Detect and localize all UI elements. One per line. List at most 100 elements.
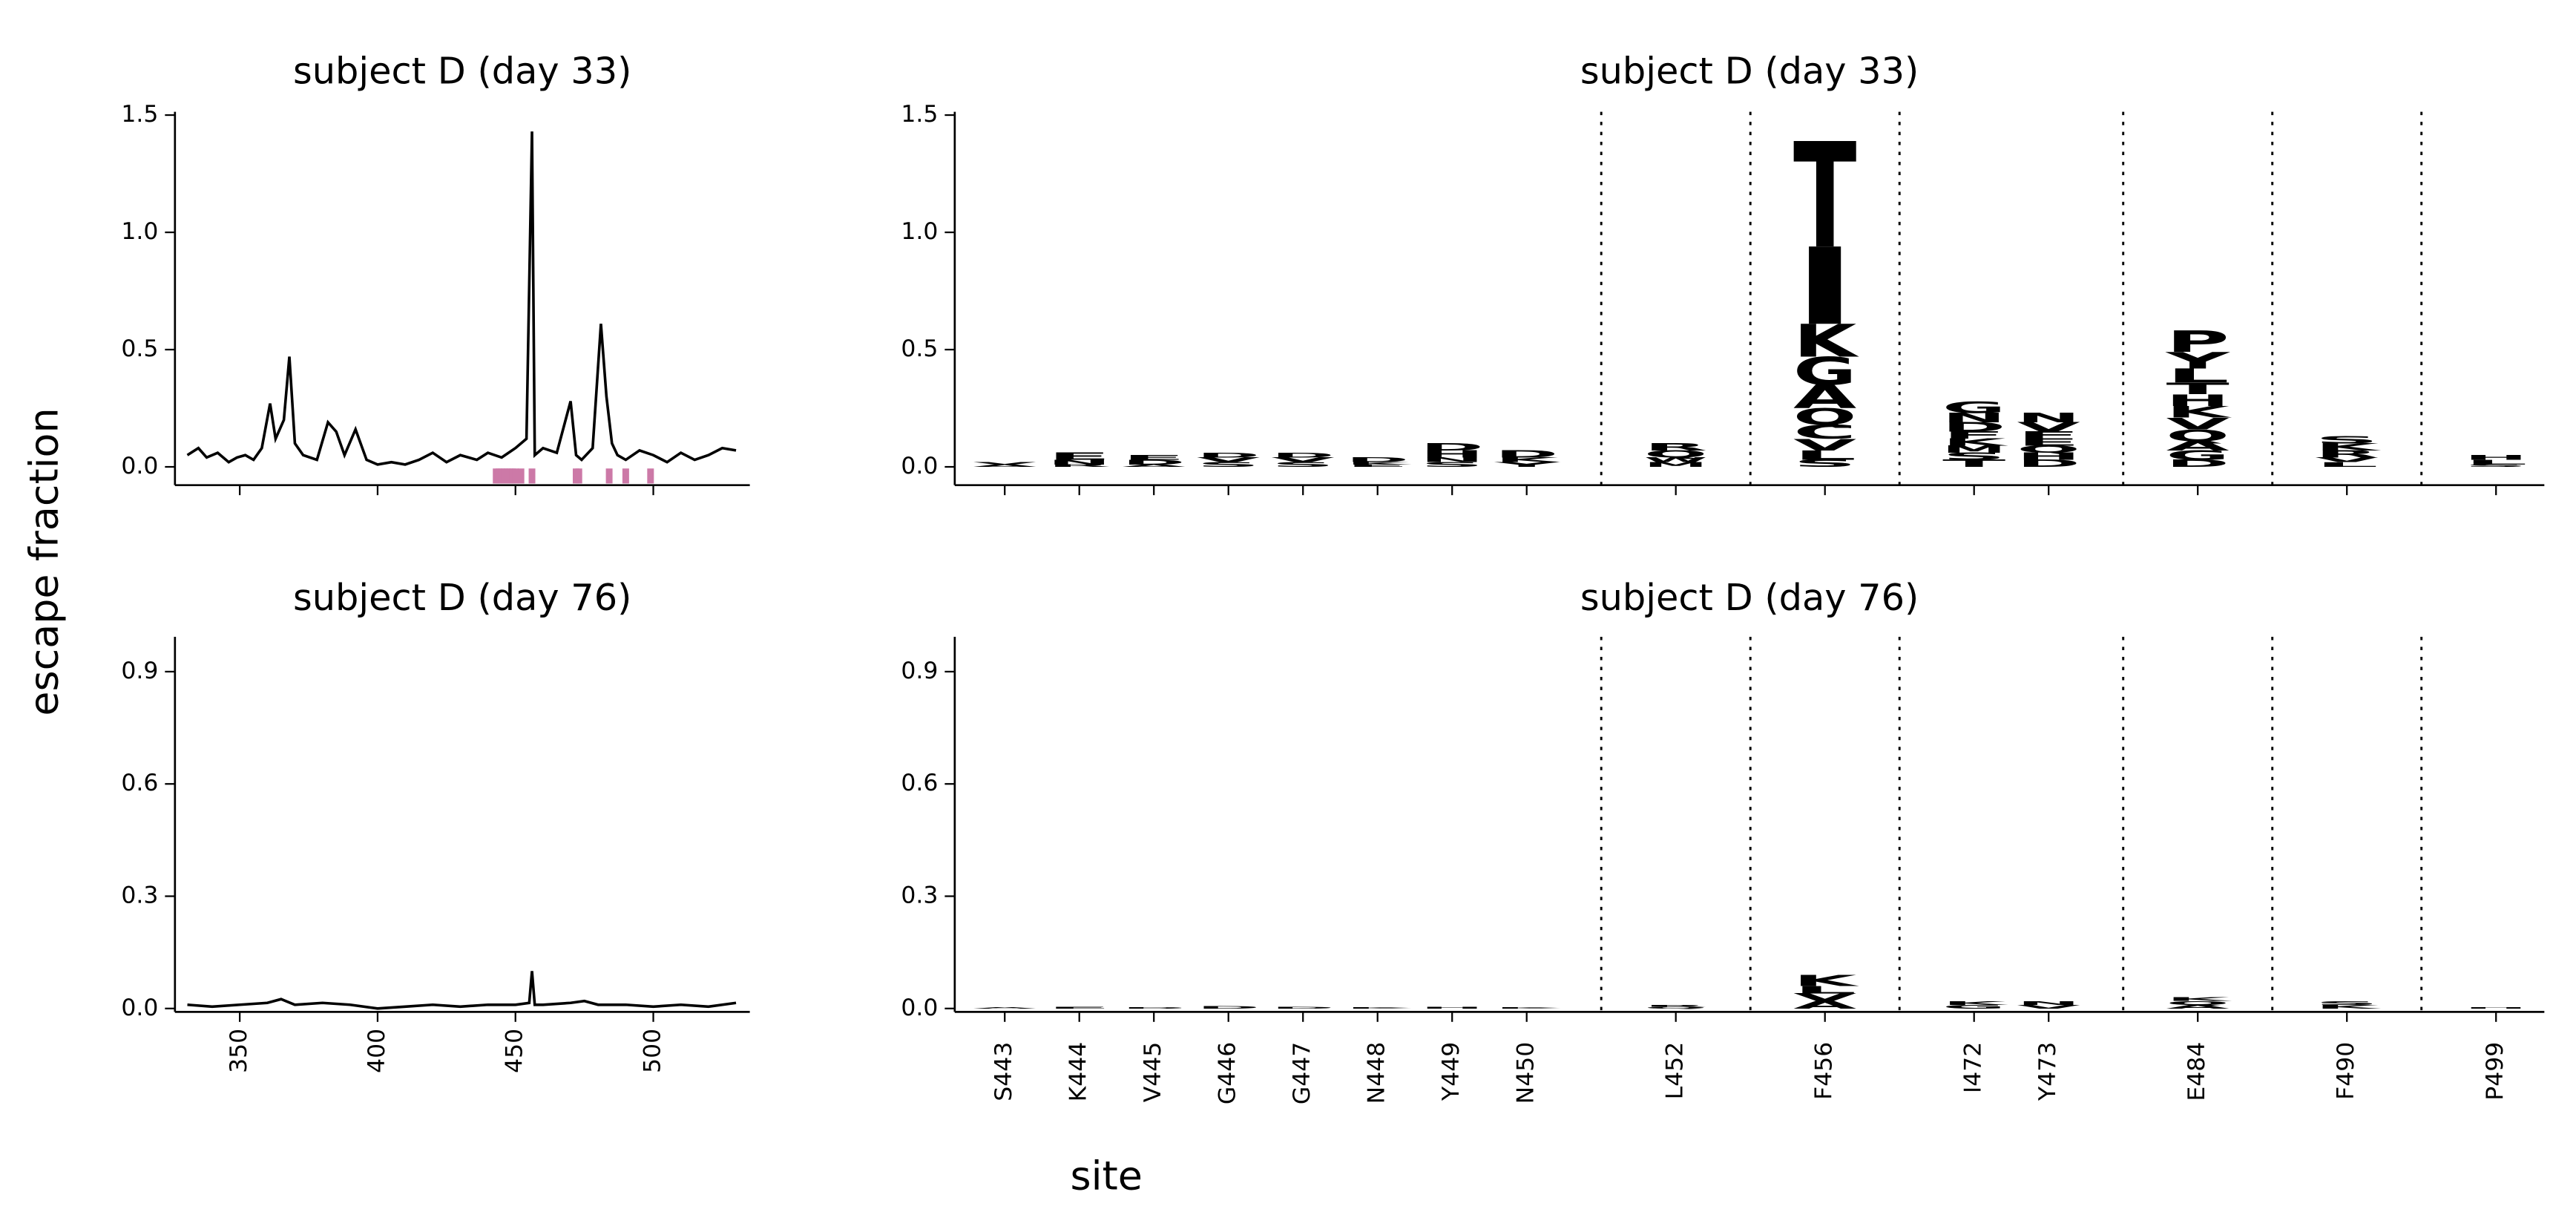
logo-letter: P: [2166, 326, 2230, 359]
logo-letter: V: [973, 462, 1039, 465]
y-tick-label: 0.9: [901, 658, 938, 684]
letter: L: [2465, 459, 2529, 466]
chart-title: subject D (day 76): [1580, 576, 1919, 619]
letter: H: [1421, 449, 1484, 460]
x-tick-label: P499: [2482, 1042, 2508, 1101]
letter: T: [1793, 112, 1856, 281]
letter: L: [2166, 364, 2230, 387]
letter: A: [2166, 1004, 2230, 1010]
letter: E: [1048, 1006, 1111, 1009]
letter: D: [1272, 1006, 1335, 1009]
letter: Q: [1644, 1006, 1707, 1009]
logo-letter: S: [1793, 459, 1856, 470]
letter: K: [2166, 996, 2235, 1002]
highlight-site: [517, 468, 525, 484]
y-tick-label: 1.5: [901, 101, 938, 128]
y-tick-label: 1.0: [901, 218, 938, 245]
letter: W: [1644, 456, 1708, 464]
logo-letter: D: [1272, 452, 1335, 459]
y-tick-label: 0.3: [901, 882, 938, 909]
logo-letter: K: [2316, 1004, 2385, 1010]
logo-letter: K: [2166, 996, 2235, 1002]
letter: D: [1272, 452, 1335, 459]
y-tick-label: 0.6: [121, 770, 158, 796]
x-tick-label: K444: [1065, 1042, 1092, 1102]
x-tick-label: G447: [1289, 1042, 1315, 1104]
letter: A: [1123, 464, 1189, 468]
letter: A: [973, 1006, 1040, 1009]
x-tick-label: F490: [2333, 1042, 2359, 1100]
logo-letter: H: [2017, 451, 2080, 462]
letter: D: [1197, 1006, 1260, 1009]
logo-letter: V: [2017, 1004, 2081, 1010]
chart-title: subject D (day 33): [1580, 49, 1919, 92]
letter: G: [1942, 1004, 2005, 1010]
y-axis-label: escape fraction: [21, 407, 68, 715]
letter: S: [1197, 461, 1260, 468]
letter: K: [1346, 462, 1416, 465]
logo-letter: A: [973, 1006, 1040, 1009]
logo-letter: S: [2316, 1000, 2379, 1006]
letter: Q: [2166, 1000, 2230, 1006]
logo-letter: N: [1048, 459, 1111, 466]
letter: D: [1123, 1006, 1186, 1009]
x-tick-label: I472: [1960, 1042, 1987, 1093]
logo-letter: S: [2316, 435, 2379, 446]
letter: P: [2166, 326, 2230, 359]
letter: L: [1793, 985, 1857, 997]
letter: S: [2316, 1000, 2379, 1006]
logo-letter: F: [2017, 430, 2080, 442]
y-tick-label: 1.5: [121, 101, 158, 128]
letter: N: [2017, 1000, 2080, 1006]
letter: V: [2017, 419, 2083, 435]
logo-letter: Y: [2163, 348, 2232, 374]
letter: Q: [1793, 404, 1856, 430]
highlight-site: [605, 468, 613, 484]
x-axis-label: site: [1071, 1153, 1143, 1199]
letter: D: [1346, 456, 1409, 464]
escape-line: [187, 971, 737, 1010]
highlight-site: [528, 468, 536, 484]
letter: N: [1048, 459, 1111, 466]
logo-letter: D: [1495, 449, 1558, 460]
letter: T: [1942, 459, 2008, 470]
logo-letter: S: [1942, 451, 2005, 462]
logo-letter: A: [2166, 439, 2232, 454]
logo-letter: V: [1197, 456, 1264, 464]
logo-letter: K: [1793, 972, 1862, 990]
logo-letter: D: [1346, 456, 1409, 464]
x-tick-label: G446: [1215, 1042, 1241, 1104]
x-tick-label: S443: [990, 1042, 1017, 1101]
y-tick-label: 0.9: [121, 658, 158, 684]
letter: S: [1272, 461, 1335, 468]
letter: V: [1793, 436, 1856, 455]
logo-letter: K: [2316, 442, 2382, 453]
logo-letter: G: [2166, 448, 2230, 463]
logo-letter: Q: [2166, 1000, 2230, 1006]
letter: K: [2166, 404, 2233, 422]
logo-letter: H: [1421, 449, 1484, 460]
letter: R: [1644, 1004, 1711, 1007]
letter: E: [1123, 454, 1186, 462]
x-tick-label: 450: [502, 1029, 528, 1073]
logo-letter: H: [2166, 392, 2230, 410]
letter: G: [1793, 350, 1856, 395]
logo-letter: E: [1048, 451, 1111, 462]
chart-title: subject D (day 33): [293, 49, 631, 92]
logo-letter: E: [1123, 454, 1186, 462]
x-tick-label: F456: [1811, 1042, 1838, 1100]
logo-letter: A: [2166, 1004, 2230, 1010]
logo-letter: A: [973, 464, 1039, 468]
letter: A: [2166, 439, 2232, 454]
logo-letter: E: [1346, 464, 1409, 468]
x-tick-label: N450: [1513, 1042, 1540, 1104]
logo-letter: E: [2017, 437, 2080, 448]
logo-letter: L: [1793, 985, 1857, 997]
logo-letter: K: [1793, 315, 1859, 367]
letter: K: [2316, 1004, 2385, 1010]
logo-letter: S: [1421, 461, 1484, 468]
letter: E: [2017, 437, 2080, 448]
logo-letter: Q: [2017, 445, 2080, 456]
logo-letter: L: [2465, 459, 2529, 466]
